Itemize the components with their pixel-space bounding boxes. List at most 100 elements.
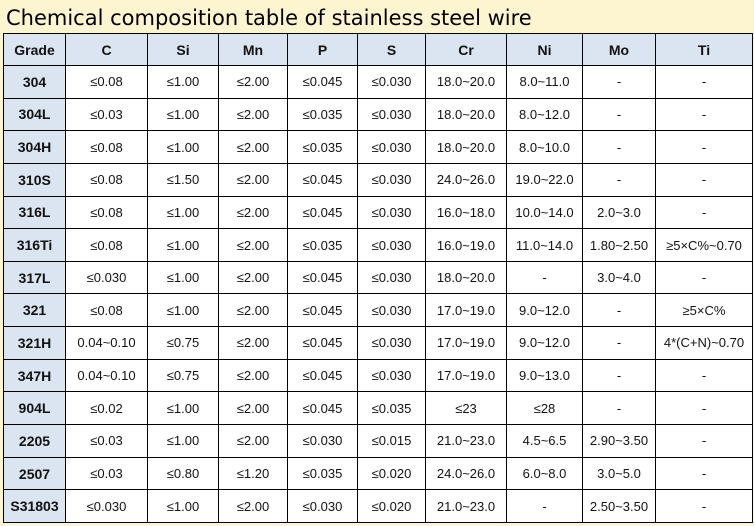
cell-ni: 11.0~14.0	[506, 228, 583, 262]
column-header-si: Si	[147, 33, 219, 66]
cell-mo: -	[582, 130, 656, 164]
cell-s: ≤0.030	[357, 358, 426, 393]
cell-cr: 16.0~19.0	[425, 228, 507, 262]
table-row: 904L ≤0.02 ≤1.00 ≤2.00 ≤0.045 ≤0.035 ≤23 ≤28- -	[3, 391, 753, 426]
cell-cr: 17.0~19.0	[425, 358, 507, 393]
cell-ni: -	[506, 260, 583, 295]
cell-si: ≤0.75	[147, 326, 219, 360]
cell-ti: ≥5×C%	[655, 293, 753, 328]
cell-cr: 16.0~18.0	[425, 195, 507, 230]
cell-si: ≤1.00	[147, 97, 219, 132]
cell-c: ≤0.03	[65, 456, 148, 491]
cell-c: 0.04~0.10	[65, 326, 148, 360]
cell-si: ≤1.00	[147, 195, 219, 230]
table-row: S31803 ≤0.030 ≤1.00 ≤2.00 ≤0.030 ≤0.020 21.0~2…	[3, 489, 753, 523]
cell-c: ≤0.030	[65, 260, 148, 295]
grade-cell: 304L	[3, 97, 66, 132]
grade-cell: 2507	[3, 456, 66, 491]
cell-mo: 1.80~2.50	[582, 228, 656, 262]
cell-ni: 9.0~12.0	[506, 293, 583, 328]
cell-ni: 9.0~12.0	[506, 326, 583, 360]
table-row: 2507 ≤0.03 ≤0.80 ≤1.20 ≤0.035 ≤0.020 24.0~26.0…	[3, 456, 753, 491]
cell-s: ≤0.015	[357, 424, 426, 458]
grade-cell: 321	[3, 293, 66, 328]
cell-ti: -	[655, 456, 753, 491]
cell-ti: -	[655, 489, 753, 523]
cell-ti: -	[655, 195, 753, 230]
cell-cr: 21.0~23.0	[425, 489, 507, 523]
cell-si: ≤1.00	[147, 489, 219, 523]
cell-cr: 17.0~19.0	[425, 293, 507, 328]
column-header-s: S	[357, 33, 426, 66]
cell-mo: -	[582, 162, 656, 197]
table-header: Grade C Si Mn P S Cr Ni Mo Ti	[3, 33, 753, 66]
cell-cr: 24.0~26.0	[425, 456, 507, 491]
grade-cell: S31803	[3, 489, 66, 523]
cell-c: ≤0.03	[65, 424, 148, 458]
table-row: 304 ≤0.08 ≤1.00 ≤2.00 ≤0.045 ≤0.030 18.0~20.0 8…	[3, 65, 753, 99]
cell-p: ≤0.035	[287, 97, 358, 132]
cell-s: ≤0.035	[357, 391, 426, 426]
cell-s: ≤0.020	[357, 456, 426, 491]
cell-s: ≤0.020	[357, 489, 426, 523]
cell-mo: 2.50~3.50	[582, 489, 656, 523]
cell-s: ≤0.030	[357, 130, 426, 164]
cell-c: ≤0.08	[65, 162, 148, 197]
cell-c: ≤0.08	[65, 228, 148, 262]
cell-s: ≤0.030	[357, 293, 426, 328]
table-row: 321 ≤0.08 ≤1.00 ≤2.00 ≤0.045 ≤0.030 17.0~19.0 9…	[3, 293, 753, 328]
grade-cell: 304H	[3, 130, 66, 164]
grade-cell: 321H	[3, 326, 66, 360]
cell-ni: 8.0~11.0	[506, 65, 583, 99]
cell-p: ≤0.045	[287, 260, 358, 295]
cell-s: ≤0.030	[357, 97, 426, 132]
cell-mo: 3.0~4.0	[582, 260, 656, 295]
cell-si: ≤0.75	[147, 358, 219, 393]
cell-c: ≤0.03	[65, 97, 148, 132]
cell-p: ≤0.035	[287, 228, 358, 262]
grade-cell: 316L	[3, 195, 66, 230]
cell-mn: ≤1.20	[218, 456, 288, 491]
column-header-c: C	[65, 33, 148, 66]
cell-p: ≤0.035	[287, 130, 358, 164]
cell-mo: -	[582, 293, 656, 328]
cell-mo: -	[582, 358, 656, 393]
column-header-ni: Ni	[506, 33, 583, 66]
grade-cell: 904L	[3, 391, 66, 426]
cell-mn: ≤2.00	[218, 97, 288, 132]
cell-mn: ≤2.00	[218, 293, 288, 328]
cell-p: ≤0.030	[287, 489, 358, 523]
cell-ni: 4.5~6.5	[506, 424, 583, 458]
cell-mo: 3.0~5.0	[582, 456, 656, 491]
cell-p: ≤0.045	[287, 195, 358, 230]
grade-cell: 317L	[3, 260, 66, 295]
cell-p: ≤0.030	[287, 424, 358, 458]
cell-s: ≤0.030	[357, 326, 426, 360]
grade-cell: 347H	[3, 358, 66, 393]
cell-cr: 18.0~20.0	[425, 260, 507, 295]
cell-si: ≤1.00	[147, 260, 219, 295]
cell-s: ≤0.030	[357, 162, 426, 197]
grade-cell: 316Ti	[3, 228, 66, 262]
cell-ni: 9.0~13.0	[506, 358, 583, 393]
column-header-ti: Ti	[655, 33, 753, 66]
cell-p: ≤0.035	[287, 456, 358, 491]
composition-table: Grade C Si Mn P S Cr Ni Mo Ti 304 ≤0.08 ≤1.00 ≤2.00 ≤…	[3, 33, 753, 523]
cell-mo: 2.0~3.0	[582, 195, 656, 230]
cell-ni: 8.0~10.0	[506, 130, 583, 164]
page-title: Chemical composition table of stainless …	[6, 6, 532, 30]
cell-s: ≤0.030	[357, 195, 426, 230]
cell-c: ≤0.08	[65, 293, 148, 328]
cell-si: ≤0.80	[147, 456, 219, 491]
cell-c: 0.04~0.10	[65, 358, 148, 393]
cell-cr: 24.0~26.0	[425, 162, 507, 197]
cell-si: ≤1.00	[147, 228, 219, 262]
cell-ni: 8.0~12.0	[506, 97, 583, 132]
cell-ti: -	[655, 260, 753, 295]
grade-cell: 2205	[3, 424, 66, 458]
cell-si: ≤1.00	[147, 65, 219, 99]
cell-mn: ≤2.00	[218, 424, 288, 458]
cell-cr: 18.0~20.0	[425, 65, 507, 99]
column-header-cr: Cr	[425, 33, 507, 66]
